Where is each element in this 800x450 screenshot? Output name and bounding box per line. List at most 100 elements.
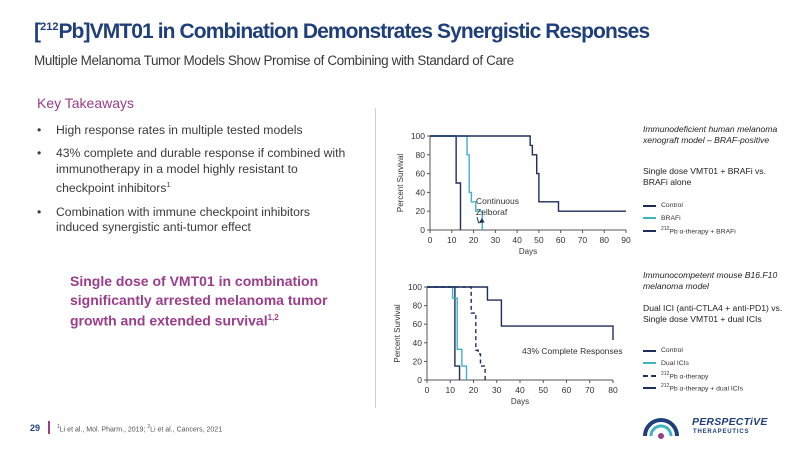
legend-label-text: Pb α-therapy <box>669 373 709 381</box>
takeaway-text: High response rates in multiple tested m… <box>56 123 303 137</box>
chart1-comparison-note: Single dose VMT01 + BRAFi vs. BRAFi alon… <box>643 166 766 187</box>
x-tick-label: 60 <box>556 235 566 245</box>
takeaway-text: Combination with immune checkpoint inhib… <box>56 204 311 235</box>
x-axis-label: Days <box>519 247 537 256</box>
highlight-citation: 1,2 <box>267 313 279 322</box>
legend-swatch <box>643 229 656 232</box>
survival-series-line <box>427 286 461 380</box>
chart1-model-note: Immunodeficient human melanoma xenograft… <box>643 124 778 145</box>
x-tick-label: 20 <box>469 385 479 395</box>
x-tick-label: 10 <box>446 385 456 395</box>
x-tick-label: 80 <box>608 385 618 395</box>
legend-swatch <box>643 217 656 219</box>
title-bracket: [ <box>34 20 41 43</box>
x-tick-label: 0 <box>428 235 433 245</box>
legend-label: Dual ICIs <box>661 359 689 367</box>
chart-b16-survival: 0 10 20 30 40 50 60 70 80 0 20 40 60 80 100 Days Percent… <box>393 282 623 406</box>
footnote-text: Li et al., Cancers, 2021 <box>150 426 223 434</box>
legend-item: 212Pb α-therapy + dual ICIs <box>643 383 743 394</box>
x-tick-label: 50 <box>534 235 544 245</box>
x-tick-label: 20 <box>469 235 479 245</box>
footnote-marker: 2 <box>147 424 151 430</box>
annotation-text: Continuous <box>476 196 519 206</box>
y-tick-label: 60 <box>416 169 426 179</box>
x-tick-label: 50 <box>539 385 549 395</box>
legend-item: BRAFi <box>643 213 736 224</box>
y-tick-label: 20 <box>413 356 423 366</box>
isotope-superscript: 212 <box>661 225 670 232</box>
column-divider <box>375 108 376 408</box>
x-tick-label: 0 <box>425 385 430 395</box>
survival-series-line <box>430 135 626 212</box>
legend-item: Dual ICIs <box>643 358 743 369</box>
bullet-marker: • <box>37 146 42 161</box>
annotation-arrowhead <box>478 218 485 224</box>
legend-swatch <box>643 387 656 389</box>
bullet-marker: • <box>37 123 42 137</box>
y-tick-label: 20 <box>416 206 426 216</box>
y-tick-label: 40 <box>416 187 426 197</box>
survival-series-line <box>427 286 614 341</box>
survival-series-line <box>427 286 468 380</box>
y-tick-label: 80 <box>416 150 426 160</box>
y-tick-label: 0 <box>420 225 425 235</box>
title-superscript: 212 <box>40 21 59 33</box>
y-tick-label: 80 <box>413 301 423 311</box>
title-text: Pb]VMT01 in Combination Demonstrates Syn… <box>58 20 650 43</box>
annotation-text: 43% Complete Responses <box>522 346 623 356</box>
logo-name: PERSPECTiVE <box>692 416 768 428</box>
legend-label-text: Pb α-therapy + dual ICIs <box>669 385 743 393</box>
y-tick-label: 100 <box>411 131 425 141</box>
legend-item: 212Pb α-therapy + BRAFi <box>643 225 736 236</box>
annotation-text: Zelboraf <box>476 207 508 217</box>
logo-mark-icon <box>643 418 679 439</box>
takeaway-text: 43% complete and durable response if com… <box>56 146 346 196</box>
x-tick-label: 60 <box>562 385 572 395</box>
y-tick-label: 40 <box>413 338 423 348</box>
y-axis-label: Percent Survival <box>393 304 402 362</box>
legend-label-text: Pb α-therapy + BRAFi <box>669 228 736 236</box>
footer-divider <box>48 421 50 434</box>
legend-swatch <box>643 374 656 377</box>
citation-superscript: 1 <box>166 180 171 190</box>
survival-series-line <box>430 135 462 230</box>
annotation-arrow <box>476 216 480 224</box>
chart2-legend: Control Dual ICIs 212Pb α-therapy 212Pb … <box>643 345 743 395</box>
x-tick-label: 40 <box>515 385 525 395</box>
takeaway-item: • 43% complete and durable response if co… <box>37 146 347 196</box>
takeaways-list: • High response rates in multiple tested … <box>37 123 347 244</box>
chart1-legend: Control BRAFi 212Pb α-therapy + BRAFi <box>643 200 736 238</box>
isotope-superscript: 212 <box>661 370 670 377</box>
legend-item: Control <box>643 200 736 211</box>
footnote-references: 1Li et al., Mol. Pharm., 2019; 2Li et al… <box>57 424 222 433</box>
key-takeaways-heading: Key Takeaways <box>37 95 135 111</box>
legend-label: 212Pb α-therapy + dual ICIs <box>661 383 743 392</box>
legend-swatch <box>643 349 656 352</box>
legend-swatch <box>643 204 656 207</box>
page-title: [212Pb]VMT01 in Combination Demonstrates… <box>34 20 650 44</box>
legend-label: BRAFi <box>661 214 681 222</box>
legend-label: Control <box>661 202 683 209</box>
legend-swatch <box>643 362 656 364</box>
y-tick-label: 0 <box>417 375 422 385</box>
legend-label: 212Pb α-therapy + BRAFi <box>661 226 736 235</box>
chart2-comparison-note: Dual ICI (anti-CTLA4 + anti-PD1) vs. Sin… <box>643 303 783 324</box>
legend-item: Control <box>643 345 743 356</box>
x-tick-label: 70 <box>578 235 588 245</box>
footnote-marker: 1 <box>57 424 60 430</box>
bullet-marker: • <box>37 204 42 219</box>
y-tick-label: 60 <box>413 319 423 329</box>
page-number: 29 <box>30 423 41 433</box>
legend-label: 212Pb α-therapy <box>661 371 708 380</box>
x-tick-label: 30 <box>491 235 501 245</box>
takeaway-item: • Combination with immune checkpoint inhi… <box>37 205 347 236</box>
y-tick-label: 100 <box>408 282 422 292</box>
legend-label: Control <box>661 347 683 354</box>
legend-item: 212Pb α-therapy <box>643 370 743 381</box>
footnote-text: Li et al., Mol. Pharm., 2019; <box>59 426 148 434</box>
x-axis-label: Days <box>511 397 529 406</box>
logo-subtitle: THERAPEUTICS <box>693 429 750 435</box>
chart-braf-survival: 0 10 20 30 40 50 60 70 80 90 0 20 40 60 80 100 Days Perce… <box>396 131 631 256</box>
highlight-statement: Single dose of VMT01 in combination sign… <box>70 272 340 330</box>
